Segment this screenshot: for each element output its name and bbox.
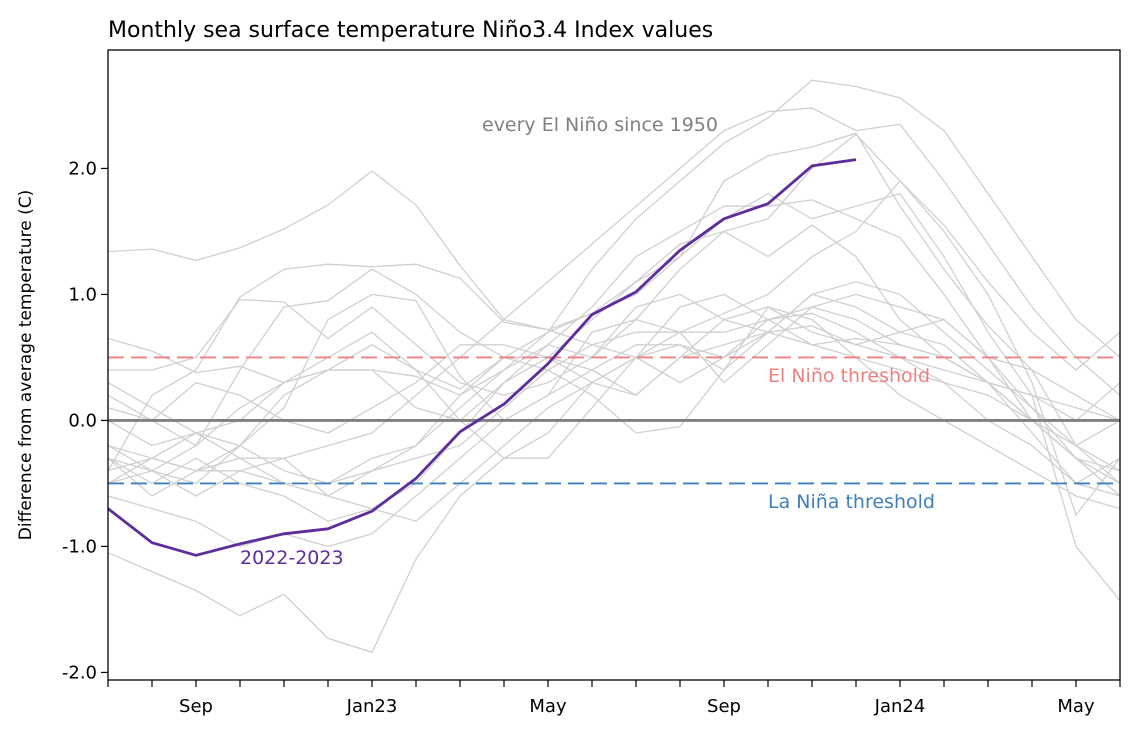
reference-lines	[108, 356, 1120, 485]
y-axis-label: Difference from average temperature (C)	[16, 190, 36, 540]
x-tick-label: Jan24	[874, 696, 926, 717]
background-series-line	[107, 107, 1121, 484]
y-tick-label: -2.0	[62, 662, 97, 683]
background-series-line	[107, 132, 1121, 484]
x-tick-label: May	[1057, 696, 1095, 717]
highlight-series-line	[107, 158, 857, 557]
background-series-line	[107, 263, 1121, 497]
background-series-line	[108, 293, 1121, 422]
annotations: every El Niño since 1950 El Niño thresho…	[240, 114, 935, 569]
plot-frame	[107, 49, 1121, 681]
background-series-line	[107, 306, 1121, 522]
background-series-line	[107, 180, 1121, 497]
y-tick-label: 2.0	[68, 158, 97, 179]
x-tick-label: Sep	[179, 696, 213, 717]
background-series-line	[107, 318, 1121, 522]
y-tick-label: 0.0	[68, 410, 97, 431]
background-series-line	[107, 79, 1121, 485]
background-series-line	[107, 192, 1121, 602]
x-tick-label: May	[529, 696, 567, 717]
background-series-line	[107, 293, 1121, 459]
background-series-line	[107, 281, 1121, 654]
background-series-line	[107, 199, 1121, 485]
chart-title: Monthly sea surface temperature Niño3.4 …	[108, 18, 713, 43]
x-tick-label: Sep	[707, 696, 741, 717]
background-series-label: every El Niño since 1950	[482, 114, 718, 136]
y-tick-label: -1.0	[62, 536, 97, 557]
highlight-series-label: 2022-2023	[240, 547, 344, 569]
highlight-series-group	[107, 158, 857, 557]
background-series-line	[107, 306, 1121, 510]
x-tick-label: Jan23	[346, 696, 398, 717]
y-tick-label: 1.0	[68, 284, 97, 305]
axes: Sep Jan23 May Sep Jan24 May 2.0 1.0 0.0 -1.0 -2.0	[62, 158, 1121, 717]
background-series-line	[107, 306, 1121, 548]
la-nina-threshold-label: La Niña threshold	[768, 491, 935, 513]
el-nino-threshold-label: El Niño threshold	[768, 365, 930, 387]
